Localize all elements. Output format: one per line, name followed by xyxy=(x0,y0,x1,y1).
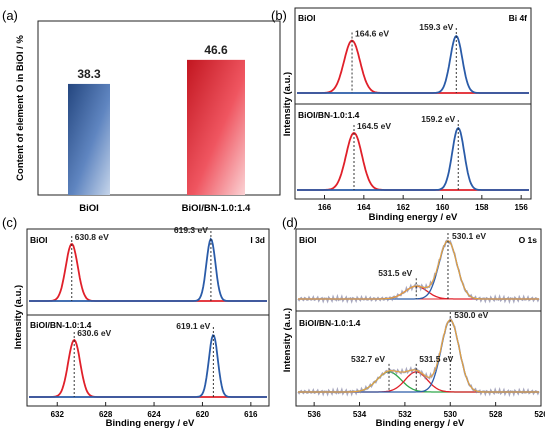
peak-label: 630.6 eV xyxy=(77,328,111,338)
panel-b-sample-1-name: BiOI xyxy=(298,13,315,23)
peak-label: 530.1 eV xyxy=(452,231,486,241)
peak-label: 619.1 eV xyxy=(176,321,210,331)
panel-d-frame xyxy=(295,228,542,407)
panel-c-sample-1-name: BiOI xyxy=(30,235,47,245)
panel-c-curves: 630.8 eV 619.3 eV 630.6 eV 619.1 eV xyxy=(29,225,267,398)
peak-curve xyxy=(29,243,267,302)
xtick-label: 160 xyxy=(436,203,450,212)
xtick-label: 620 xyxy=(196,410,210,419)
panel-b-curves: 164.6 eV 159.3 eV 164.5 eV 159.2 eV xyxy=(297,22,529,191)
peak-label: 159.3 eV xyxy=(419,22,453,32)
xtick-label: 532 xyxy=(398,410,412,419)
peak-label: 531.5 eV xyxy=(419,354,453,364)
xtick-label: 536 xyxy=(307,410,321,419)
xtick-label: 162 xyxy=(396,203,410,212)
panel-a: (a) Content of element O in BiOI / % 38.… xyxy=(2,8,281,214)
peak-curve xyxy=(298,240,539,300)
panel-d-curves: 531.5 eV 530.1 eV 532.7 eV 531.5 eV 530.0 eV xyxy=(297,231,540,398)
peak-curve xyxy=(29,237,267,302)
panel-d-sample-2-name: BiOI/BN-1.0:1.4 xyxy=(299,318,361,328)
panel-a-ylabel: Content of element O in BiOI / % xyxy=(15,35,26,181)
bar-biol-bn xyxy=(187,59,245,195)
panel-a-frame xyxy=(37,20,281,196)
xtick-label: 632 xyxy=(51,410,65,419)
panel-d-label: (d) xyxy=(282,215,298,230)
category-label-biol: BiOI xyxy=(79,203,99,214)
panel-c-label: (c) xyxy=(2,215,17,230)
peak-label: 159.2 eV xyxy=(421,114,455,124)
panel-b-label: (b) xyxy=(271,8,287,23)
peak-curve xyxy=(297,39,529,94)
xtick-label: 158 xyxy=(475,203,489,212)
peak-label: 532.7 eV xyxy=(351,354,385,364)
panel-b-ylabel: Intensity (a.u.) xyxy=(282,72,293,136)
fit-envelope xyxy=(298,240,539,300)
xtick-label: 530 xyxy=(444,410,458,419)
xtick-label: 164 xyxy=(357,203,371,212)
panel-d-xticks: 536 534 532 530 528 526 xyxy=(307,402,545,419)
xtick-label: 624 xyxy=(147,410,161,419)
peak-curve xyxy=(29,338,267,398)
panel-c-frame xyxy=(26,228,270,407)
bar-biol xyxy=(68,83,110,195)
peak-label: 630.8 eV xyxy=(75,232,109,242)
panel-d-sample-1-name: BiOI xyxy=(299,235,316,245)
peak-curve xyxy=(298,371,539,393)
panel-c-xticks: 632 628 624 620 616 xyxy=(51,402,258,419)
peak-label: 531.5 eV xyxy=(378,268,412,278)
xtick-label: 156 xyxy=(514,203,528,212)
peak-label: 619.3 eV xyxy=(174,225,208,235)
peak-label: 530.0 eV xyxy=(454,310,488,320)
xtick-label: 526 xyxy=(534,410,545,419)
panel-a-label: (a) xyxy=(2,8,18,23)
peak-curve xyxy=(298,285,539,300)
panel-c-element: I 3d xyxy=(250,235,265,245)
panel-c-xlabel: Binding energy / eV xyxy=(106,418,195,429)
measured-spectrum xyxy=(297,239,540,305)
panel-b-xticks: 166 164 162 160 158 156 xyxy=(318,195,528,212)
panel-b: (b) Intensity (a.u.) BiOI Bi 4f BiOI/BN-… xyxy=(271,7,532,223)
peak-label: 164.6 eV xyxy=(355,29,389,39)
xtick-label: 534 xyxy=(353,410,367,419)
peak-curve xyxy=(297,132,529,191)
panel-b-sample-2-name: BiOI/BN-1.0:1.4 xyxy=(298,110,360,120)
panel-b-element: Bi 4f xyxy=(509,13,528,23)
peak-curve xyxy=(297,34,529,94)
xtick-label: 528 xyxy=(489,410,503,419)
panel-c-ylabel: Intensity (a.u.) xyxy=(13,285,24,349)
panel-b-xlabel: Binding energy / eV xyxy=(369,212,458,223)
category-label-biol-bn: BiOI/BN-1.0:1.4 xyxy=(182,203,251,214)
xtick-label: 616 xyxy=(244,410,258,419)
xtick-label: 166 xyxy=(318,203,332,212)
bar-value-biol: 38.3 xyxy=(77,67,101,81)
panel-d-xlabel: Binding energy / eV xyxy=(376,418,465,429)
bar-value-biol-bn: 46.6 xyxy=(204,43,228,57)
panel-c: (c) Intensity (a.u.) BiOI I 3d BiOI/BN-1… xyxy=(2,215,270,429)
peak-curve xyxy=(297,126,529,191)
peak-curve xyxy=(29,334,267,398)
peak-curve xyxy=(298,371,539,393)
panel-d-element: O 1s xyxy=(519,235,538,245)
xtick-label: 628 xyxy=(99,410,113,419)
fit-envelope xyxy=(298,319,539,393)
panel-c-sample-2-name: BiOI/BN-1.0:1.4 xyxy=(30,320,92,330)
panel-d: (d) Intensity (a.u.) BiOI O 1s BiOI/BN-1… xyxy=(282,215,545,429)
peak-label: 164.5 eV xyxy=(357,121,391,131)
panel-d-ylabel: Intensity (a.u.) xyxy=(282,308,293,372)
